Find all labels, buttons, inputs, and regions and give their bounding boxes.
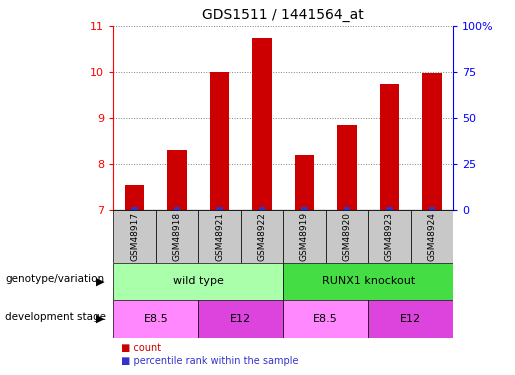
Bar [325, 210, 368, 262]
Bar [210, 72, 229, 210]
Text: GSM48921: GSM48921 [215, 212, 224, 261]
Text: E8.5: E8.5 [143, 314, 168, 324]
Bar [156, 210, 198, 262]
Text: GSM48917: GSM48917 [130, 211, 139, 261]
Bar [380, 84, 399, 210]
Bar [241, 210, 283, 262]
Bar [198, 300, 283, 338]
Title: GDS1511 / 1441564_at: GDS1511 / 1441564_at [202, 9, 364, 22]
Text: GSM48919: GSM48919 [300, 211, 309, 261]
Text: RUNX1 knockout: RUNX1 knockout [321, 276, 415, 286]
Bar [113, 262, 283, 300]
Bar [283, 262, 453, 300]
Bar [368, 210, 410, 262]
Bar [113, 210, 156, 262]
Bar [198, 210, 241, 262]
Bar [337, 125, 356, 210]
Text: genotype/variation: genotype/variation [5, 274, 104, 284]
Bar [283, 300, 368, 338]
Text: GSM48918: GSM48918 [173, 211, 181, 261]
Bar [125, 185, 144, 210]
Text: GSM48924: GSM48924 [427, 212, 436, 261]
Bar [386, 207, 393, 210]
Text: ■ count: ■ count [118, 343, 162, 353]
Bar [167, 150, 186, 210]
Bar [410, 210, 453, 262]
Bar [131, 207, 138, 210]
Bar [113, 300, 198, 338]
Bar [368, 300, 453, 338]
Bar [259, 207, 265, 210]
Bar [216, 207, 223, 210]
Text: GSM48922: GSM48922 [258, 212, 266, 261]
Text: development stage: development stage [5, 312, 106, 322]
Bar [174, 207, 180, 210]
Bar [422, 73, 441, 210]
Text: wild type: wild type [173, 276, 224, 286]
Text: GSM48920: GSM48920 [342, 212, 351, 261]
Text: ▶: ▶ [96, 276, 105, 286]
Text: ▶: ▶ [96, 314, 105, 324]
Text: E12: E12 [400, 314, 421, 324]
Bar [295, 155, 314, 210]
Bar [344, 207, 350, 210]
Bar [252, 38, 271, 210]
Text: ■ percentile rank within the sample: ■ percentile rank within the sample [118, 356, 299, 366]
Bar [428, 207, 435, 210]
Text: GSM48923: GSM48923 [385, 212, 394, 261]
Text: E8.5: E8.5 [313, 314, 338, 324]
Text: E12: E12 [230, 314, 251, 324]
Bar [283, 210, 325, 262]
Bar [301, 207, 308, 210]
